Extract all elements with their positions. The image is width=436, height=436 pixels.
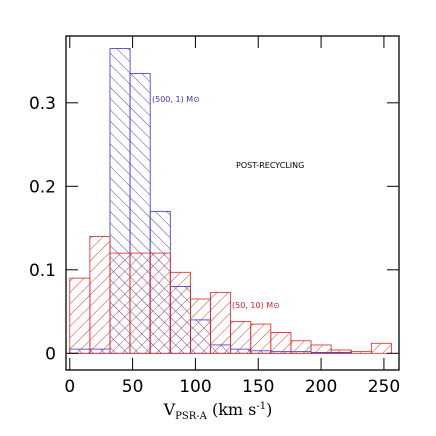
plot-frame [65,35,400,371]
histogram-bar [69,277,91,354]
histogram-bar [210,291,232,354]
histogram-bar [270,332,292,354]
histogram-bar [89,235,111,354]
x-label-part: -1 [256,401,266,412]
histogram-bar [370,342,392,354]
x-tick-label: 150 [242,377,274,397]
y-tick-label: 0 [45,344,56,364]
x-tick-label: 200 [305,377,337,397]
histogram-bar [129,252,151,354]
legend-label: (50, 10) M⊙ [232,301,280,310]
x-tick-label: 0 [64,377,75,397]
histogram-bar [250,323,272,354]
y-tick-label: 0.2 [29,177,56,197]
histogram-bar [290,340,312,354]
histogram-bar [169,271,191,354]
y-tick-label: 0.1 [29,261,56,281]
histogram-bar [149,252,171,354]
x-tick-label: 100 [179,377,211,397]
x-tick-label: 50 [122,377,144,397]
annotation: POST-RECYCLING [236,161,304,170]
x-tick-label: 250 [368,377,400,397]
histogram-bar [190,298,211,354]
x-label-part: ) [266,400,272,419]
x-axis-label: VPSR-A (km s-1) [163,400,273,422]
histogram-bar [350,351,372,354]
histogram-bar [230,321,252,354]
legend-label: (500, 1) M⊙ [152,95,200,104]
histogram-bar [109,252,131,354]
x-label-part: V [163,400,176,419]
x-label-part: (km s [207,400,257,419]
histogram-bar [330,349,352,354]
histogram-bar [310,344,332,354]
x-label-part: PSR-A [175,411,207,422]
y-tick-label: 0.3 [29,94,56,114]
